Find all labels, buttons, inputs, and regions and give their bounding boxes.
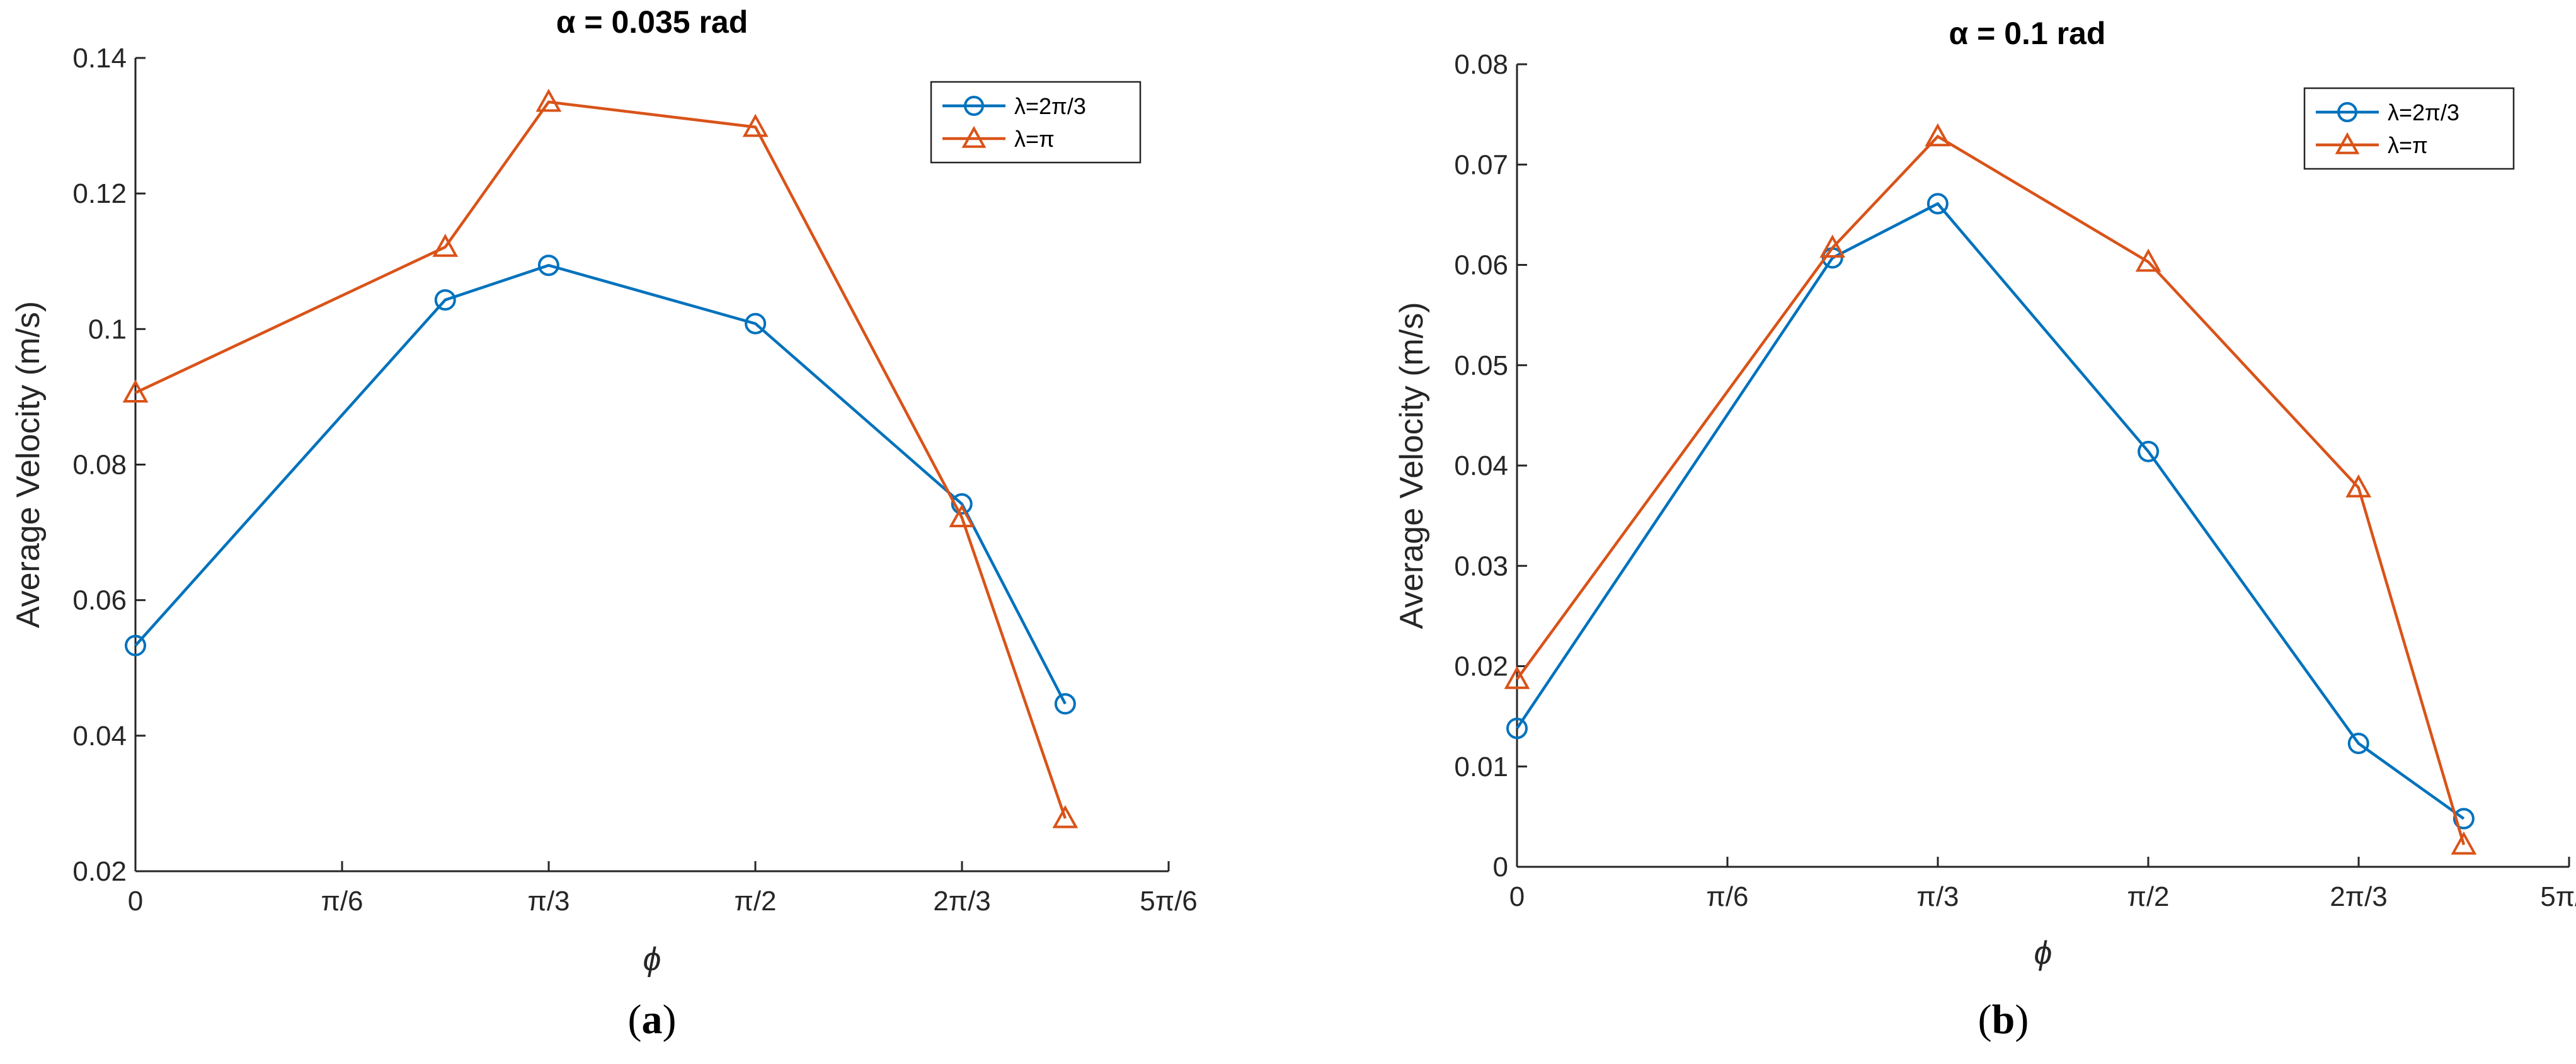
chart-title: α = 0.1 rad: [1949, 16, 2106, 51]
y-tick-label: 0.07: [1454, 149, 1508, 180]
caption-paren-open: (: [1978, 997, 1992, 1043]
data-point: [745, 312, 767, 335]
x-tick-label: π/6: [1706, 881, 1748, 912]
data-point: [1054, 693, 1076, 715]
legend-marker: [961, 125, 987, 148]
data-point: [951, 493, 973, 515]
x-tick-label: π/3: [527, 886, 570, 917]
y-tick-label: 0.1: [88, 314, 127, 345]
x-tick-label: 2π/3: [933, 886, 991, 917]
data-point: [432, 234, 459, 257]
data-point: [1504, 666, 1530, 689]
y-axis-label: Average Velocity (m/s): [1394, 302, 1430, 629]
x-tick-label: π/6: [321, 886, 363, 917]
caption-paren-open: (: [628, 997, 642, 1043]
y-tick-label: 0.06: [72, 585, 127, 616]
y-tick-label: 0.02: [1454, 651, 1508, 682]
legend-box: [2303, 87, 2515, 170]
x-axis-label: ϕ: [2034, 935, 2052, 971]
caption-paren-close: ): [663, 997, 677, 1043]
data-point: [2347, 733, 2369, 755]
legend-entry: λ=π: [1014, 126, 1055, 152]
y-tick-label: 0: [1493, 852, 1508, 883]
legend-marker: [2335, 132, 2360, 154]
data-point: [742, 113, 769, 137]
y-tick-label: 0.01: [1454, 752, 1508, 782]
panel-caption: (a): [628, 997, 677, 1043]
series-line-lambda-2pi-3: [1516, 202, 2465, 820]
data-point: [2451, 831, 2477, 855]
data-point: [1819, 234, 1846, 258]
chart-panel-a: 0.02 0.04 0.06 0.08 0.1 0.12 0.14 0 π/6 π/3 π/2 2π/…: [10, 4, 1198, 1043]
data-point: [949, 504, 975, 528]
y-axis-label: Average Velocity (m/s): [10, 301, 47, 628]
x-tick-label: 5π/6: [2540, 881, 2576, 912]
y-tick-label: 0.06: [1454, 250, 1508, 281]
chart-title: α = 0.035 rad: [556, 4, 748, 40]
y-tick-label: 0.03: [1454, 551, 1508, 581]
data-point: [122, 379, 149, 403]
caption-paren-close: ): [2015, 997, 2029, 1043]
data-point: [125, 634, 146, 656]
legend-entry: λ=π: [2388, 132, 2428, 158]
data-point: [1506, 718, 1528, 740]
legend-entry: λ=2π/3: [1014, 93, 1086, 119]
legend-marker: [2337, 102, 2357, 122]
y-tick-label: 0.05: [1454, 350, 1508, 381]
data-point: [2138, 440, 2160, 462]
data-point: [1052, 804, 1079, 828]
x-tick-label: 0: [1509, 881, 1525, 912]
data-point: [2453, 808, 2475, 830]
series-line-lambda-pi: [135, 100, 1067, 819]
y-tick-label: 0.04: [1454, 450, 1508, 481]
x-tick-label: π/2: [2127, 881, 2169, 912]
x-tick-label: π/2: [734, 886, 776, 917]
legend-marker: [964, 96, 984, 116]
series-line-lambda-pi: [1516, 134, 2466, 845]
x-tick-label: 2π/3: [2330, 881, 2388, 912]
y-tick-label: 0.08: [72, 450, 127, 481]
y-tick-label: 0.08: [1454, 49, 1508, 80]
data-point: [2135, 248, 2161, 272]
caption-letter: b: [1992, 997, 2015, 1043]
data-point: [434, 289, 456, 311]
x-tick-label: 5π/6: [1140, 886, 1198, 917]
caption-letter: a: [642, 997, 663, 1043]
series-line-lambda-2pi-3: [134, 263, 1067, 705]
data-point: [1925, 123, 1951, 147]
y-tick-label: 0.14: [72, 43, 127, 74]
data-point: [2345, 474, 2372, 498]
legend-entry: λ=2π/3: [2388, 100, 2459, 125]
x-tick-label: π/3: [1916, 881, 1959, 912]
legend: λ=2π/3 λ=π: [930, 81, 1142, 164]
legend: λ=2π/3 λ=π: [2303, 87, 2515, 170]
data-point: [537, 255, 559, 277]
x-axis-label: ϕ: [643, 941, 661, 978]
chart-panel-b: 0 0.01 0.02 0.03 0.04 0.05 0.06 0.07 0.08 0 π/6 π/3…: [1394, 16, 2576, 1043]
panel-caption: (b): [1978, 997, 2029, 1043]
legend-box: [930, 81, 1142, 164]
y-tick-label: 0.12: [72, 178, 127, 209]
data-point: [535, 88, 562, 112]
y-tick-label: 0.04: [72, 721, 127, 752]
data-point: [1926, 193, 1949, 215]
y-tick-label: 0.02: [72, 856, 127, 887]
x-tick-label: 0: [128, 886, 143, 917]
